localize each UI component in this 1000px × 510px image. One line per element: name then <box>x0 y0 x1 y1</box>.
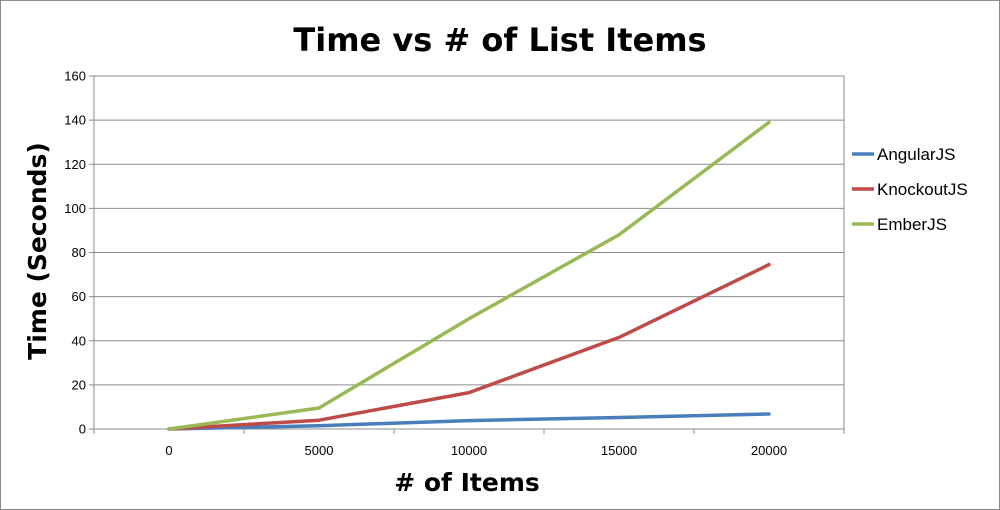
y-tick-label: 80 <box>72 245 86 260</box>
legend-label: EmberJS <box>877 215 947 234</box>
x-tick-label: 10000 <box>451 443 487 458</box>
y-tick-label: 100 <box>64 201 86 216</box>
y-tick-label: 120 <box>64 157 86 172</box>
y-tick-label: 60 <box>72 289 86 304</box>
y-tick-label: 40 <box>72 333 86 348</box>
y-tick-label: 160 <box>64 69 86 84</box>
y-tick-label: 0 <box>79 422 86 437</box>
y-axis-ticks: 0 20 40 60 80 100 120 140 160 <box>64 69 94 437</box>
x-tick-label: 0 <box>165 443 172 458</box>
series-line-emberjs <box>167 120 771 431</box>
x-tick-label: 15000 <box>601 443 637 458</box>
y-tick-label: 20 <box>72 377 86 392</box>
x-tick-label: 20000 <box>751 443 787 458</box>
chart-title: Time vs # of List Items <box>293 21 706 59</box>
series-line-knockoutjs <box>167 262 771 431</box>
gridlines <box>94 75 844 430</box>
x-axis-ticks: 0 5000 10000 15000 20000 <box>93 429 845 458</box>
legend-label: KnockoutJS <box>877 180 968 199</box>
y-tick-label: 140 <box>64 113 86 128</box>
series-line-angularjs <box>167 412 771 431</box>
x-axis-title: # of Items <box>394 468 540 497</box>
legend-label: AngularJS <box>877 145 955 164</box>
x-tick-label: 5000 <box>305 443 334 458</box>
y-axis-title: Time (Seconds) <box>23 142 52 360</box>
series-lines <box>167 120 771 431</box>
legend: AngularJS KnockoutJS EmberJS <box>852 145 968 234</box>
